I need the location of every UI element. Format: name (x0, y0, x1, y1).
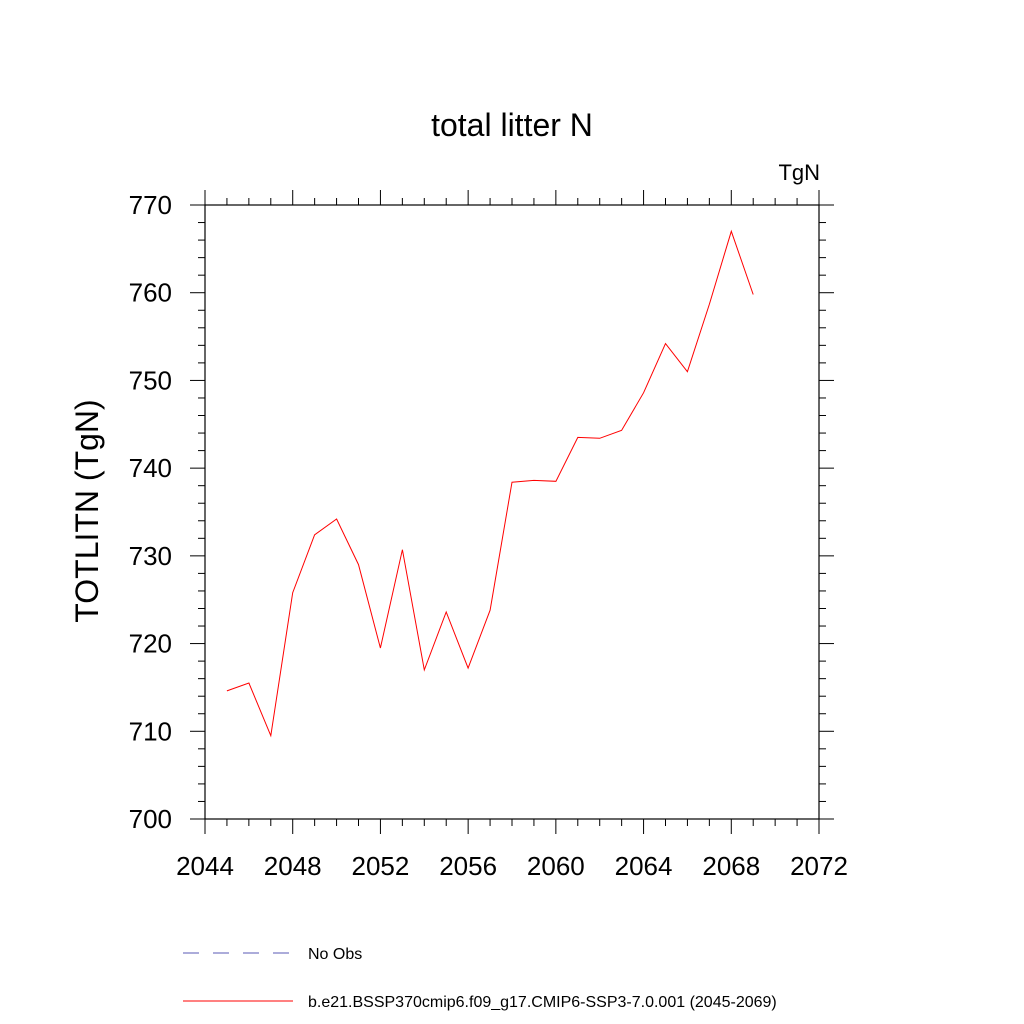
y-tick-label: 770 (129, 190, 172, 220)
y-axis-label: TOTLITN (TgN) (69, 399, 105, 622)
x-tick-label: 2072 (790, 851, 848, 881)
y-tick-label: 740 (129, 453, 172, 483)
axis-tick-labels: 2044 2048 2052 2056 2060 2064 2068 2072 700 710 72… (129, 190, 848, 881)
y-tick-label: 730 (129, 541, 172, 571)
x-tick-label: 2060 (527, 851, 585, 881)
plot-frame (204, 204, 820, 820)
legend-label: b.e21.BSSP370cmip6.f09_g17.CMIP6-SSP3-7.… (308, 994, 777, 1011)
y-tick-label: 750 (129, 365, 172, 395)
y-tick-label: 760 (129, 278, 172, 308)
x-tick-label: 2056 (439, 851, 497, 881)
y-tick-label: 710 (129, 716, 172, 746)
legend-label: No Obs (308, 946, 362, 963)
x-tick-label: 2052 (352, 851, 410, 881)
series-line (226, 229, 754, 738)
y-tick-label: 700 (129, 804, 172, 834)
x-tick-label: 2068 (702, 851, 760, 881)
series-layer (226, 229, 754, 738)
x-tick-label: 2044 (176, 851, 234, 881)
chart-title: total litter N (431, 107, 593, 143)
axis-ticks (190, 190, 834, 834)
x-tick-label: 2048 (264, 851, 322, 881)
legend: No Obs b.e21.BSSP370cmip6.f09_g17.CMIP6-S… (183, 946, 777, 1011)
x-tick-label: 2064 (615, 851, 673, 881)
units-label: TgN (778, 160, 820, 185)
y-tick-label: 720 (129, 629, 172, 659)
